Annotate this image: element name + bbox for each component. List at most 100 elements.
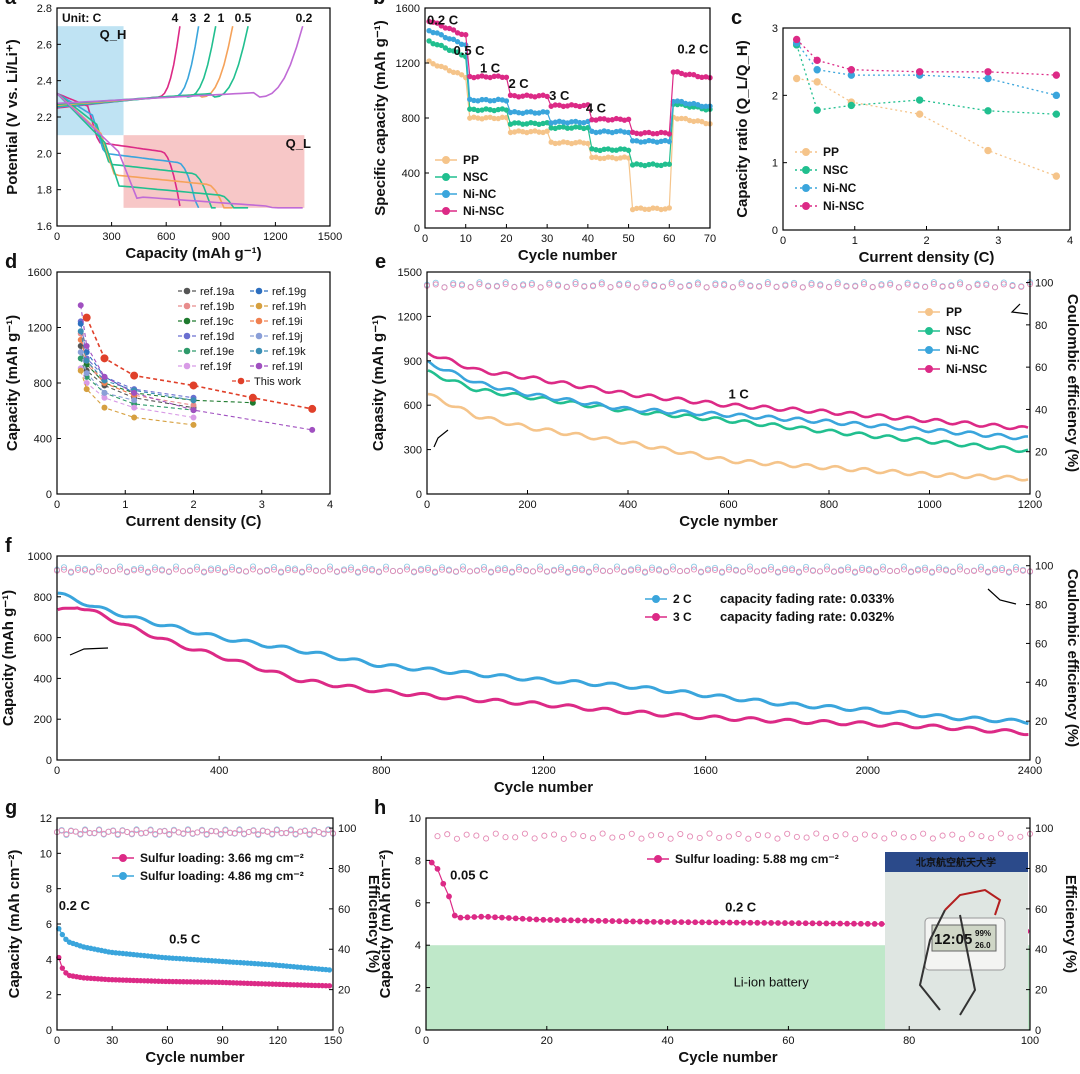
ce-point <box>949 568 957 575</box>
ce-point <box>718 568 726 575</box>
legend-marker <box>119 854 127 862</box>
legend-label: ref.19h <box>272 301 306 313</box>
ce-point <box>914 567 922 574</box>
capacity-point <box>540 916 547 923</box>
y-tick-label: 2.2 <box>37 112 52 124</box>
ce-point <box>564 568 572 575</box>
capacity-point <box>609 918 616 924</box>
ce-point <box>589 283 597 290</box>
ce-point <box>1005 568 1013 575</box>
y-tick-label: 1000 <box>28 551 52 563</box>
ce-point <box>450 281 457 288</box>
reference-line <box>80 305 313 431</box>
capacity-point <box>442 45 449 51</box>
ce-point <box>278 829 285 837</box>
ce-point <box>546 281 553 288</box>
ce-point <box>467 284 474 291</box>
ce-point <box>991 567 999 574</box>
capacity-point <box>664 919 671 925</box>
x-tick-label: 1200 <box>531 765 555 777</box>
ce-point <box>74 566 82 573</box>
ce-point <box>249 563 257 570</box>
legend-marker <box>802 166 810 174</box>
capacity-point <box>426 38 432 44</box>
ce-point <box>851 568 859 575</box>
y-axis-title: Capacity (mAh g⁻¹) <box>0 590 17 726</box>
arrow-left <box>69 647 109 656</box>
reference-line <box>80 358 194 411</box>
ce-point <box>529 568 537 575</box>
legend-marker <box>652 613 660 621</box>
ce-point <box>144 568 152 575</box>
ce-point <box>228 566 236 573</box>
ce-point <box>599 830 606 837</box>
ratio-point <box>813 56 821 65</box>
legend-label: Sulfur loading: 3.66 mg cm⁻² <box>140 851 304 865</box>
ce-point <box>431 568 439 575</box>
ce-point <box>832 832 839 840</box>
ce-point <box>921 566 929 573</box>
rate-label: 0.5 C <box>454 43 486 58</box>
y2-tick-label: 100 <box>1035 561 1053 573</box>
x-tick-label: 900 <box>212 231 230 243</box>
ce-point <box>228 564 236 571</box>
ce-point <box>521 830 528 837</box>
capacity-point <box>446 893 452 900</box>
ce-point <box>900 563 908 570</box>
ce-point <box>557 564 565 571</box>
ce-point <box>501 565 509 572</box>
ce-point <box>764 281 771 288</box>
reference-point <box>190 414 197 421</box>
reference-point <box>131 389 138 396</box>
legend-label: ref.19g <box>272 286 306 298</box>
ce-point <box>95 566 103 573</box>
ce-point <box>977 566 985 573</box>
legend-marker <box>442 207 450 215</box>
ce-point <box>1009 282 1016 290</box>
x-tick-label: 0 <box>780 235 786 247</box>
ce-point <box>368 567 376 574</box>
ce-point <box>502 281 509 288</box>
ce-point <box>221 568 229 575</box>
ce-point <box>179 568 187 575</box>
ce-point <box>620 568 628 575</box>
ce-point <box>88 568 96 575</box>
legend-marker <box>119 872 127 880</box>
y-axis-title: Capacity (mAh cm⁻²) <box>377 850 394 999</box>
reference-point <box>189 381 198 390</box>
ce-point <box>703 284 710 291</box>
panel-label: b <box>373 0 385 9</box>
rate-label: 0.2 C <box>725 899 757 914</box>
capacity-point <box>581 917 588 924</box>
ce-point <box>116 563 124 570</box>
rate-label: 4 <box>172 11 179 25</box>
legend-label: ref.19j <box>272 331 303 343</box>
ce-point <box>102 567 110 575</box>
reference-line <box>80 339 135 396</box>
x-tick-label: 0 <box>54 765 60 777</box>
y-tick-label: 1600 <box>396 3 420 15</box>
y-tick-label: 200 <box>34 714 52 726</box>
ce-point <box>592 563 600 570</box>
capacity-point <box>547 917 554 923</box>
y-tick-label: 4 <box>46 954 52 966</box>
ce-point <box>858 566 866 573</box>
ce-point <box>998 565 1006 572</box>
legend-marker <box>237 377 245 385</box>
ce-point <box>803 834 810 841</box>
ce-point <box>842 831 849 838</box>
ce-point <box>627 567 635 574</box>
x-tick-label: 0 <box>54 231 60 243</box>
capacity-point <box>775 920 781 926</box>
ce-point <box>616 282 623 289</box>
reference-point <box>131 397 138 404</box>
capacity-point <box>499 914 505 921</box>
capacity-point <box>544 109 550 115</box>
y-tick-label: 0 <box>414 223 420 235</box>
y2-tick-label: 80 <box>1035 320 1047 332</box>
ce-point <box>1012 566 1020 573</box>
y-axis-title: Capacity (mAh g⁻¹) <box>4 315 21 451</box>
capacity-point <box>544 128 550 134</box>
ce-point <box>634 564 642 571</box>
ce-point <box>180 830 187 837</box>
